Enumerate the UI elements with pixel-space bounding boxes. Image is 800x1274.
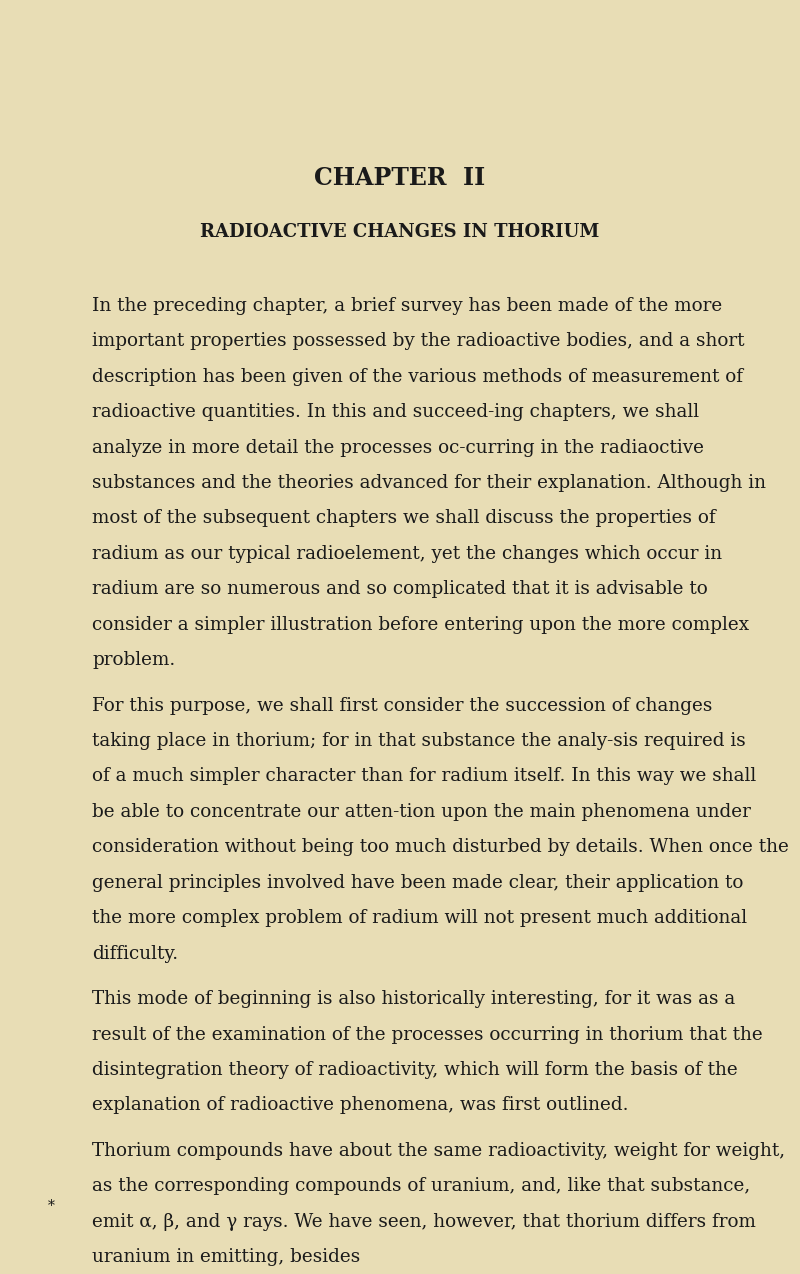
Text: emit α, β, and γ rays. We have seen, however, that thorium differs from: emit α, β, and γ rays. We have seen, how… — [92, 1213, 756, 1231]
Text: description has been given of the various methods of measurement of: description has been given of the variou… — [92, 368, 743, 386]
Text: RADIOACTIVE CHANGES IN THORIUM: RADIOACTIVE CHANGES IN THORIUM — [200, 223, 600, 241]
Text: radium as our typical radioelement, yet the changes which occur in: radium as our typical radioelement, yet … — [92, 545, 722, 563]
Text: substances and the theories advanced for their explanation. Although in: substances and the theories advanced for… — [92, 474, 766, 492]
Text: *: * — [48, 1199, 55, 1213]
Text: radium are so numerous and so complicated that it is advisable to: radium are so numerous and so complicate… — [92, 580, 708, 599]
Text: as the corresponding compounds of uranium, and, like that substance,: as the corresponding compounds of uraniu… — [92, 1177, 750, 1195]
Text: general principles involved have been made clear, their application to: general principles involved have been ma… — [92, 874, 743, 892]
Text: taking place in thorium; for in that substance the analy-sis required is: taking place in thorium; for in that sub… — [92, 733, 746, 750]
Text: problem.: problem. — [92, 651, 175, 669]
Text: result of the examination of the processes occurring in thorium that the: result of the examination of the process… — [92, 1026, 762, 1043]
Text: This mode of beginning is also historically interesting, for it was as a: This mode of beginning is also historica… — [92, 990, 735, 1008]
Text: analyze in more detail the processes oc-curring in the radiaoctive: analyze in more detail the processes oc-… — [92, 438, 704, 456]
Text: consideration without being too much disturbed by details. When once the: consideration without being too much dis… — [92, 838, 789, 856]
Text: uranium in emitting, besides: uranium in emitting, besides — [92, 1249, 360, 1266]
Text: disintegration theory of radioactivity, which will form the basis of the: disintegration theory of radioactivity, … — [92, 1061, 738, 1079]
Text: be able to concentrate our atten-tion upon the main phenomena under: be able to concentrate our atten-tion up… — [92, 803, 751, 820]
Text: In the preceding chapter, a brief survey has been made of the more: In the preceding chapter, a brief survey… — [92, 297, 722, 315]
Text: explanation of radioactive phenomena, was first outlined.: explanation of radioactive phenomena, wa… — [92, 1097, 629, 1115]
Text: Thorium compounds have about the same radioactivity, weight for weight,: Thorium compounds have about the same ra… — [92, 1142, 785, 1161]
Text: For this purpose, we shall first consider the succession of changes: For this purpose, we shall first conside… — [92, 697, 712, 715]
Text: consider a simpler illustration before entering upon the more complex: consider a simpler illustration before e… — [92, 615, 749, 633]
Text: radioactive quantities. In this and succeed-ing chapters, we shall: radioactive quantities. In this and succ… — [92, 403, 699, 422]
Text: difficulty.: difficulty. — [92, 944, 178, 963]
Text: CHAPTER  II: CHAPTER II — [314, 166, 486, 190]
Text: important properties possessed by the radioactive bodies, and a short: important properties possessed by the ra… — [92, 333, 745, 350]
Text: most of the subsequent chapters we shall discuss the properties of: most of the subsequent chapters we shall… — [92, 510, 716, 527]
Text: the more complex problem of radium will not present much additional: the more complex problem of radium will … — [92, 910, 747, 927]
Text: of a much simpler character than for radium itself. In this way we shall: of a much simpler character than for rad… — [92, 767, 756, 786]
